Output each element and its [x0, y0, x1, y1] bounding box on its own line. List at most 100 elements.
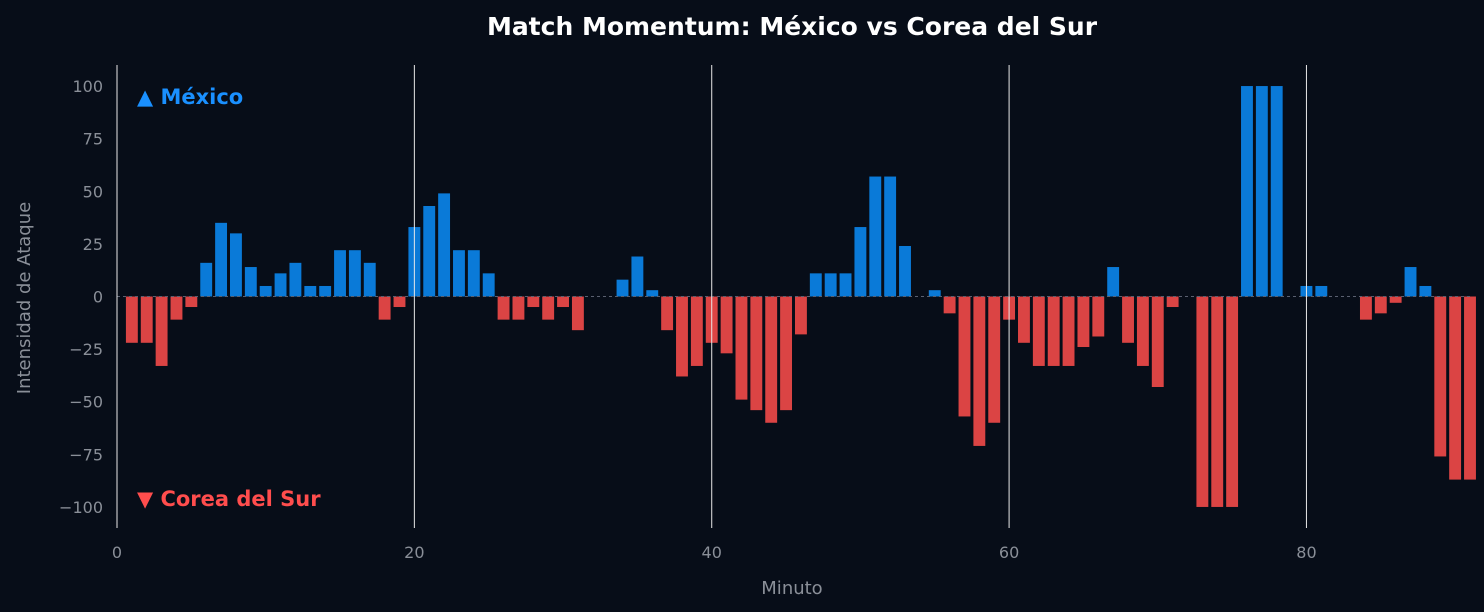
bar-corea	[750, 296, 763, 411]
bar-corea	[1434, 296, 1447, 457]
bar-mexico	[453, 250, 465, 297]
y-tick-label: −75	[69, 445, 103, 464]
y-tick-label: 50	[83, 182, 103, 201]
bar-corea	[1389, 296, 1402, 303]
bar-mexico	[839, 273, 852, 297]
bar-corea	[542, 296, 555, 320]
x-tick-label: 60	[999, 543, 1019, 562]
y-axis-label: Intensidad de Ataque	[14, 202, 35, 394]
bar-corea	[1226, 296, 1239, 507]
bar-corea	[973, 296, 986, 446]
bar-mexico	[899, 245, 911, 297]
bar-corea	[1018, 296, 1030, 343]
bar-mexico	[215, 222, 228, 297]
bar-mexico	[928, 290, 941, 297]
bar-mexico	[348, 250, 361, 297]
bar-corea	[720, 296, 733, 354]
minute-markers	[413, 65, 1307, 528]
bar-mexico	[304, 285, 317, 297]
bar-corea	[735, 296, 748, 400]
y-tick-label: −100	[59, 498, 103, 517]
bar-corea	[794, 296, 807, 335]
bar-corea	[1122, 296, 1134, 343]
bar-mexico	[884, 176, 897, 297]
y-tick-label: 0	[93, 288, 103, 307]
x-tick-label: 20	[404, 543, 424, 562]
bar-mexico	[200, 262, 213, 297]
bar-mexico	[438, 193, 451, 297]
bar-corea	[1077, 296, 1090, 348]
plot-area	[116, 65, 1476, 528]
bar-mexico	[334, 250, 346, 297]
bar-corea	[1211, 296, 1224, 507]
bar-corea	[185, 296, 198, 308]
bar-mexico	[616, 279, 629, 297]
x-tick-label: 80	[1296, 543, 1316, 562]
bar-mexico	[423, 206, 436, 297]
bar-corea	[170, 296, 183, 320]
bar-corea	[1062, 296, 1075, 366]
bar-mexico	[244, 267, 257, 297]
bar-corea	[527, 296, 540, 308]
bar-mexico	[274, 273, 287, 297]
bar-mexico	[259, 285, 272, 297]
bar-mexico	[1404, 267, 1417, 297]
y-tick-label: 25	[83, 235, 103, 254]
bar-corea	[393, 296, 406, 308]
bar-corea	[1136, 296, 1149, 366]
x-ticks: 0 20 40 60 80	[112, 543, 1317, 562]
bar-corea	[1047, 296, 1060, 366]
bar-mexico	[1241, 86, 1253, 297]
bar-mexico	[854, 227, 867, 297]
bar-corea	[988, 296, 1001, 423]
legend-mexico: ▲ México	[137, 85, 243, 109]
y-ticks: 100 75 50 25 0 −25 −50 −75 −100	[59, 77, 103, 517]
x-tick-label: 0	[112, 543, 122, 562]
bar-mexico	[1315, 285, 1328, 297]
bar-corea	[1092, 296, 1105, 337]
y-tick-label: 100	[72, 77, 103, 96]
bar-corea	[140, 296, 153, 343]
bar-corea	[1151, 296, 1164, 387]
bar-corea	[125, 296, 138, 343]
bar-corea	[557, 296, 569, 308]
chart-title: Match Momentum: México vs Corea del Sur	[487, 12, 1098, 41]
bar-corea	[676, 296, 688, 377]
bar-mexico	[646, 290, 659, 297]
bar-corea	[155, 296, 168, 366]
bar-mexico	[363, 262, 376, 297]
x-axis-label: Minuto	[761, 578, 822, 599]
bar-corea	[690, 296, 703, 366]
bar-mexico	[809, 273, 822, 297]
bar-mexico	[230, 233, 242, 297]
bar-corea	[512, 296, 525, 320]
bar-corea	[1359, 296, 1372, 320]
bar-corea	[661, 296, 674, 331]
bar-corea	[378, 296, 391, 320]
bar-corea	[1464, 296, 1476, 480]
y-tick-label: −25	[69, 340, 103, 359]
bar-corea	[765, 296, 778, 423]
bar-mexico	[482, 273, 495, 297]
bar-mexico	[467, 250, 480, 297]
bar-corea	[780, 296, 793, 411]
bar-mexico	[631, 256, 644, 297]
bar-mexico	[869, 176, 882, 297]
x-tick-label: 40	[702, 543, 722, 562]
y-tick-label: −50	[69, 393, 103, 412]
bar-corea	[1032, 296, 1045, 366]
bar-corea	[943, 296, 956, 314]
bar-corea	[497, 296, 510, 320]
bar-mexico	[319, 285, 332, 297]
y-tick-label: 75	[83, 130, 103, 149]
bar-corea	[1196, 296, 1209, 507]
bar-corea	[1449, 296, 1462, 480]
legend-corea: ▼ Corea del Sur	[137, 487, 321, 511]
bar-mexico	[1419, 285, 1432, 297]
bar-corea	[1166, 296, 1179, 308]
bar-mexico	[289, 262, 302, 297]
bar-mexico	[1270, 86, 1283, 297]
bar-corea	[571, 296, 584, 331]
bar-mexico	[1107, 267, 1120, 297]
